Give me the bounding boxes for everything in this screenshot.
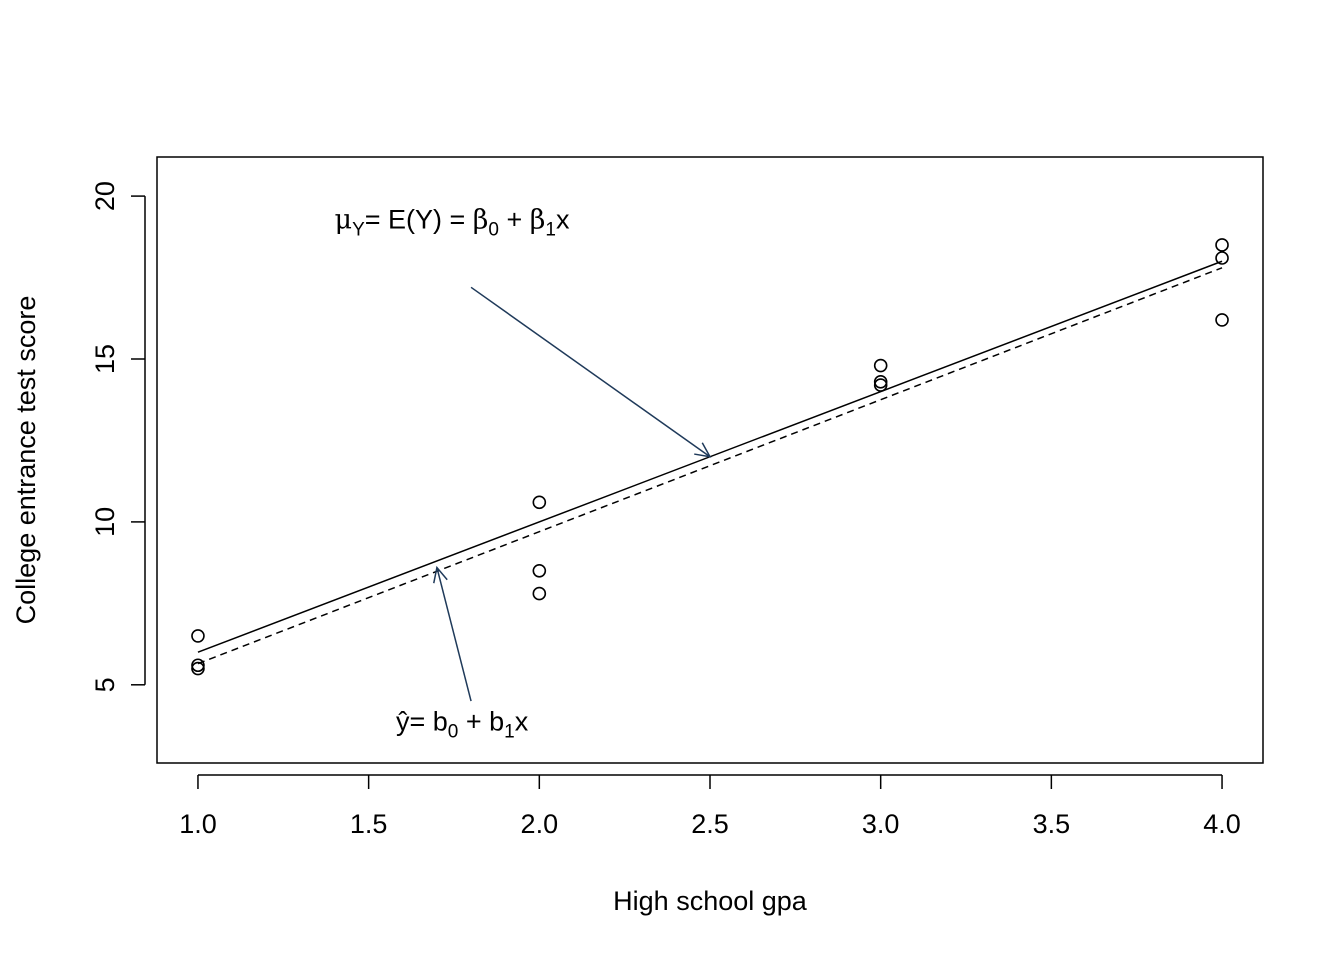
y-tick-label: 15 <box>90 344 120 374</box>
population-line-arrowhead <box>694 442 712 458</box>
data-point <box>873 378 888 392</box>
regression-lines <box>197 260 1223 665</box>
x-tick-label: 2.5 <box>691 809 729 839</box>
y-axis: 5 10 15 20 <box>90 181 146 692</box>
fitted-line-arrowhead <box>433 565 448 584</box>
data-point <box>1215 251 1229 265</box>
data-point <box>873 358 888 373</box>
x-tick-label: 4.0 <box>1203 809 1241 839</box>
fitted-equation-label: ŷ= b0 + b1x <box>396 706 529 742</box>
y-tick-label: 5 <box>90 677 120 692</box>
annotation-arrows <box>433 286 712 702</box>
fitted-regression-line <box>197 267 1223 665</box>
x-tick-label: 1.0 <box>179 809 217 839</box>
x-tick-label: 1.5 <box>350 809 388 839</box>
y-tick-label: 10 <box>90 507 120 537</box>
data-point <box>191 658 205 673</box>
x-tick-label: 3.5 <box>1033 809 1071 839</box>
x-tick-label: 2.0 <box>521 809 559 839</box>
x-tick-label: 3.0 <box>862 809 900 839</box>
data-point <box>532 563 547 578</box>
population-line-arrow <box>470 286 711 458</box>
data-point <box>532 586 547 601</box>
y-tick-label: 20 <box>90 181 120 211</box>
data-point <box>1215 313 1229 327</box>
data-point <box>873 375 888 389</box>
y-axis-title: College entrance test score <box>11 296 41 625</box>
x-axis-title: High school gpa <box>613 886 808 916</box>
population-equation-label: μY= E(Y) = β0 + β1x <box>335 205 570 241</box>
plot-frame <box>156 156 1264 764</box>
data-point <box>1215 238 1229 252</box>
x-axis: 1.0 1.5 2.0 2.5 3.0 3.5 4.0 <box>179 774 1241 839</box>
fitted-line-arrow <box>436 567 472 702</box>
data-point <box>191 661 205 676</box>
data-points <box>191 238 1229 676</box>
data-point <box>191 629 205 643</box>
data-point <box>532 495 547 510</box>
